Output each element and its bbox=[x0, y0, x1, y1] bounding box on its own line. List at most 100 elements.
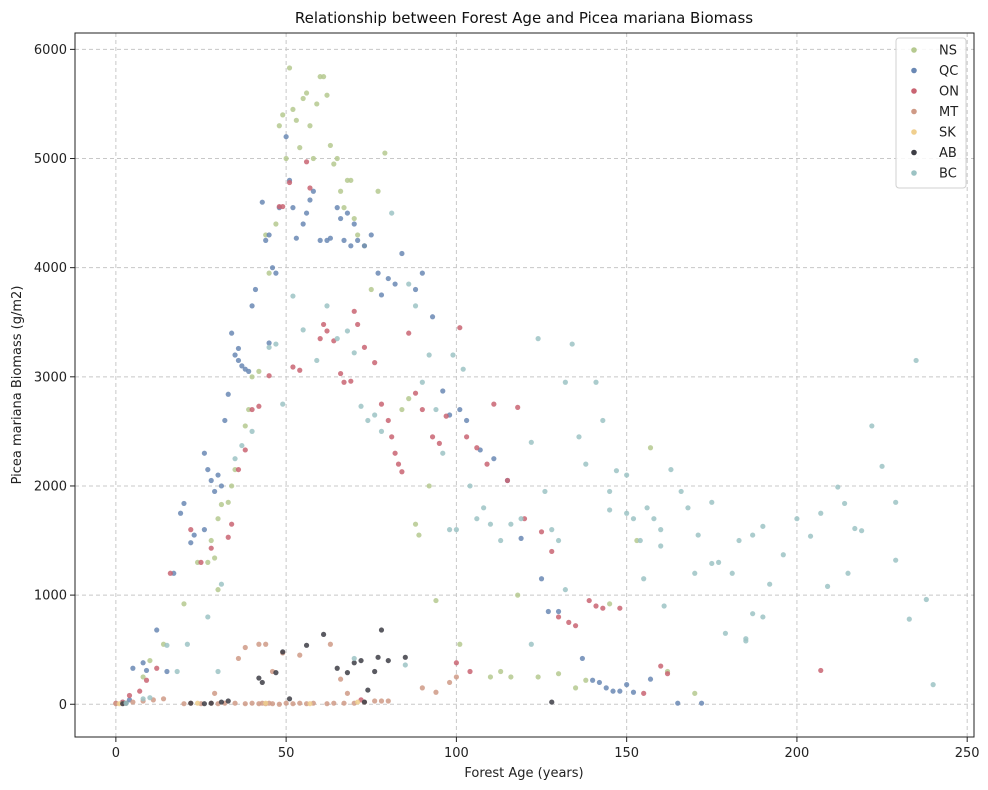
data-point bbox=[412, 303, 419, 309]
data-point bbox=[303, 642, 310, 648]
data-point bbox=[692, 570, 698, 576]
data-point bbox=[385, 698, 391, 704]
data-point bbox=[879, 463, 885, 469]
data-point bbox=[351, 308, 357, 314]
data-point bbox=[893, 557, 899, 563]
legend-marker bbox=[911, 129, 917, 135]
data-point bbox=[355, 237, 361, 243]
data-point bbox=[143, 667, 150, 674]
y-tick-label: 5000 bbox=[34, 152, 67, 167]
data-point bbox=[208, 477, 214, 484]
data-point bbox=[242, 423, 248, 429]
data-point bbox=[351, 660, 357, 666]
x-axis-title: Forest Age (years) bbox=[464, 766, 583, 781]
data-point bbox=[617, 688, 623, 694]
data-point bbox=[338, 676, 344, 682]
y-tick-label: 1000 bbox=[34, 589, 67, 604]
data-point bbox=[658, 543, 664, 549]
data-point bbox=[167, 570, 173, 576]
data-point bbox=[358, 403, 364, 409]
data-point bbox=[402, 654, 408, 660]
data-point bbox=[637, 537, 643, 544]
data-point bbox=[307, 185, 313, 191]
data-point bbox=[382, 150, 388, 156]
data-point bbox=[303, 159, 310, 165]
data-point bbox=[464, 434, 470, 440]
data-point bbox=[481, 505, 487, 511]
data-point bbox=[249, 428, 255, 434]
data-point bbox=[528, 641, 534, 647]
data-point bbox=[716, 559, 722, 565]
data-point bbox=[283, 700, 289, 706]
data-point bbox=[406, 281, 412, 287]
data-point bbox=[392, 281, 398, 287]
data-point bbox=[538, 576, 545, 582]
data-point bbox=[818, 510, 824, 516]
data-point bbox=[266, 340, 272, 346]
data-point bbox=[235, 357, 242, 364]
data-point bbox=[310, 155, 316, 162]
x-tick-label: 0 bbox=[112, 746, 120, 761]
data-point bbox=[372, 412, 378, 418]
data-point bbox=[590, 677, 596, 683]
data-point bbox=[545, 608, 551, 615]
data-point bbox=[338, 370, 344, 377]
data-point bbox=[412, 390, 419, 396]
data-point bbox=[266, 373, 272, 379]
data-point bbox=[583, 677, 589, 683]
data-point bbox=[586, 597, 592, 604]
data-point bbox=[351, 215, 357, 222]
data-point bbox=[504, 477, 511, 484]
legend-marker bbox=[911, 149, 917, 156]
data-point bbox=[395, 461, 402, 467]
data-point bbox=[154, 627, 160, 633]
data-point bbox=[508, 521, 514, 527]
data-point bbox=[372, 360, 378, 366]
data-point bbox=[807, 533, 814, 539]
data-point bbox=[273, 221, 279, 227]
data-point bbox=[215, 587, 221, 593]
data-point bbox=[375, 270, 381, 276]
data-point bbox=[361, 243, 368, 249]
data-point bbox=[222, 417, 228, 424]
data-point bbox=[242, 447, 248, 453]
data-point bbox=[198, 559, 204, 565]
data-point bbox=[147, 695, 153, 701]
series-bc bbox=[123, 210, 936, 706]
data-point bbox=[290, 106, 296, 113]
data-point bbox=[160, 696, 167, 702]
data-point bbox=[607, 507, 613, 513]
data-point bbox=[266, 270, 272, 276]
data-point bbox=[385, 275, 391, 282]
data-point bbox=[416, 532, 422, 538]
data-point bbox=[572, 623, 579, 629]
legend: NS QC ON MT SK AB BC bbox=[895, 37, 967, 189]
data-point bbox=[266, 232, 272, 238]
data-point bbox=[750, 611, 756, 617]
data-point bbox=[252, 286, 259, 293]
data-point bbox=[286, 696, 293, 702]
x-tick-label: 200 bbox=[785, 746, 810, 761]
data-point bbox=[750, 532, 756, 538]
data-point bbox=[324, 701, 330, 707]
data-point bbox=[508, 674, 514, 680]
data-point bbox=[613, 468, 620, 474]
data-point bbox=[256, 403, 262, 409]
data-point bbox=[661, 603, 667, 609]
data-point bbox=[208, 700, 214, 706]
data-point bbox=[280, 203, 286, 210]
data-point bbox=[286, 65, 293, 71]
data-point bbox=[562, 587, 568, 593]
data-point bbox=[433, 597, 439, 604]
data-point bbox=[678, 488, 684, 495]
data-point bbox=[709, 560, 715, 567]
data-point bbox=[624, 682, 630, 688]
series-ns bbox=[140, 65, 698, 696]
data-point bbox=[259, 679, 265, 686]
data-point bbox=[140, 660, 146, 666]
data-point bbox=[334, 205, 340, 211]
data-point bbox=[188, 527, 194, 533]
data-point bbox=[225, 391, 231, 397]
data-point bbox=[314, 357, 320, 364]
